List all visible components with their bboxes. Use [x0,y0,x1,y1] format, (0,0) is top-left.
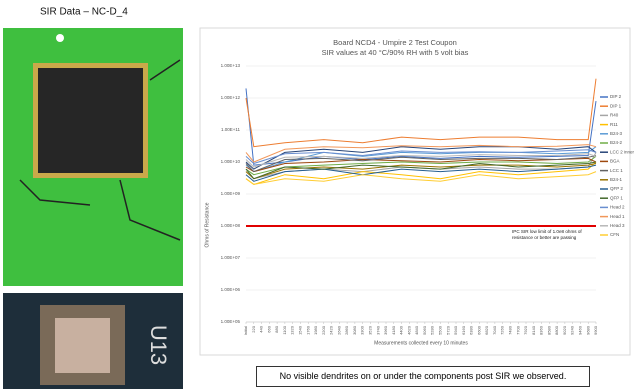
x-tick-label: 4620 [406,325,411,335]
x-tick-label: 7480 [508,325,513,335]
photo-hole [56,34,64,42]
x-tick-label: 440 [259,325,264,332]
y-tick-label: 1.00E+06 [221,287,241,292]
y-tick-label: 1.00E+10 [221,159,241,164]
x-tick-label: 7700 [515,325,520,335]
chart: SIR Data – NC-D_4 U13 Board NCD4 - Umpir… [0,0,644,389]
x-tick-label: 2860 [344,325,349,335]
x-tick-label: 9460 [578,325,583,335]
y-tick-label: 1.00E+07 [221,255,241,260]
legend-label: Head 2 [610,205,625,210]
slide: SIR Data – NC-D_4 U13 Board NCD4 - Umpir… [0,0,644,389]
chart-frame [200,28,630,355]
photo-die [55,318,110,373]
x-tick-label: 6380 [469,325,474,335]
x-tick-label: 1540 [298,325,303,335]
x-tick-label: 660 [266,325,271,332]
x-tick-label: 4180 [391,325,396,335]
x-tick-label: 5940 [453,325,458,335]
legend-label: LCC 2 inner [610,149,635,154]
x-tick-label: 1760 [305,325,310,335]
reference-label: IPC SIR low limit of 1.0e8 ohms of resis… [512,229,590,240]
legend-label: R11 [610,122,618,127]
x-tick-label: 3960 [383,325,388,335]
x-tick-label: 8800 [554,325,559,335]
x-tick-label: 880 [274,325,279,332]
x-tick-label: 3300 [360,325,365,335]
x-tick-label: 6820 [484,325,489,335]
caption: No visible dendrites on or under the com… [256,366,590,387]
x-tick-label: 8360 [539,325,544,335]
legend-label: QFP 2 [610,186,623,191]
x-tick-label: 2420 [329,325,334,335]
photo-chip [38,68,143,173]
legend-label: DIP 2 [610,94,622,99]
x-tick-label: 1980 [313,325,318,335]
legend-label: Head 3 [610,223,625,228]
x-tick-label: 4840 [414,325,419,335]
y-tick-label: 1.00E+11 [221,127,241,132]
x-tick-label: 9680 [585,325,590,335]
x-tick-label: 3080 [352,325,357,335]
x-tick-label: 1320 [290,325,295,335]
legend-label: QFP 1 [610,195,623,200]
y-tick-label: 1.00E+12 [221,95,241,100]
x-tick-label: 220 [251,325,256,332]
y-tick-label: 1.00E+08 [221,223,241,228]
x-tick-label: 8580 [546,325,551,335]
chart-subtitle: SIR values at 40 °C/90% RH with 5 volt b… [322,48,469,57]
legend-label: Head 1 [610,214,625,219]
x-tick-label: 4400 [399,325,404,335]
legend-label: B24-2 [610,140,623,145]
y-tick-label: 1.00E+09 [221,191,241,196]
x-tick-label: 6600 [476,325,481,335]
x-axis-title: Measurements collected every 10 minutes [374,340,468,346]
y-tick-label: 1.00E+05 [221,319,241,324]
x-tick-label: 6160 [461,325,466,335]
x-tick-label: 1100 [282,325,287,334]
x-tick-label: 5720 [445,325,450,335]
legend-label: BGA [610,159,620,164]
legend-label: DIP 1 [610,103,622,108]
x-tick-label: 2200 [321,325,326,335]
photo-label: U13 [146,325,171,365]
y-tick-label: 1.00E+13 [221,63,241,68]
legend-label: LCC 1 [610,168,623,173]
y-axis-title: Ohms of Resistance [204,202,210,247]
x-tick-label: 2640 [336,325,341,335]
legend-label: CFN [610,232,619,237]
x-tick-label: 3740 [375,325,380,335]
x-tick-label: 7040 [492,325,497,335]
x-tick-label: 9020 [562,325,567,335]
legend-label: B24-1 [610,177,623,182]
x-tick-label: 5060 [422,325,427,335]
x-tick-label: 5500 [438,325,443,335]
x-tick-label: 3520 [368,325,373,335]
chart-title: Board NCD4 - Umpire 2 Test Coupon [333,38,457,47]
legend-label: R40 [610,113,619,118]
legend-label: B24-3 [610,131,623,136]
x-tick-label: 7260 [500,325,505,335]
x-tick-label: 7920 [523,325,528,335]
x-tick-label: 5280 [430,325,435,335]
slide-title: SIR Data – NC-D_4 [40,7,128,18]
x-tick-label: 9900 [593,325,598,335]
x-tick-label: Initial [243,326,248,335]
x-tick-label: 8140 [531,325,536,335]
x-tick-label: 9240 [570,325,575,335]
